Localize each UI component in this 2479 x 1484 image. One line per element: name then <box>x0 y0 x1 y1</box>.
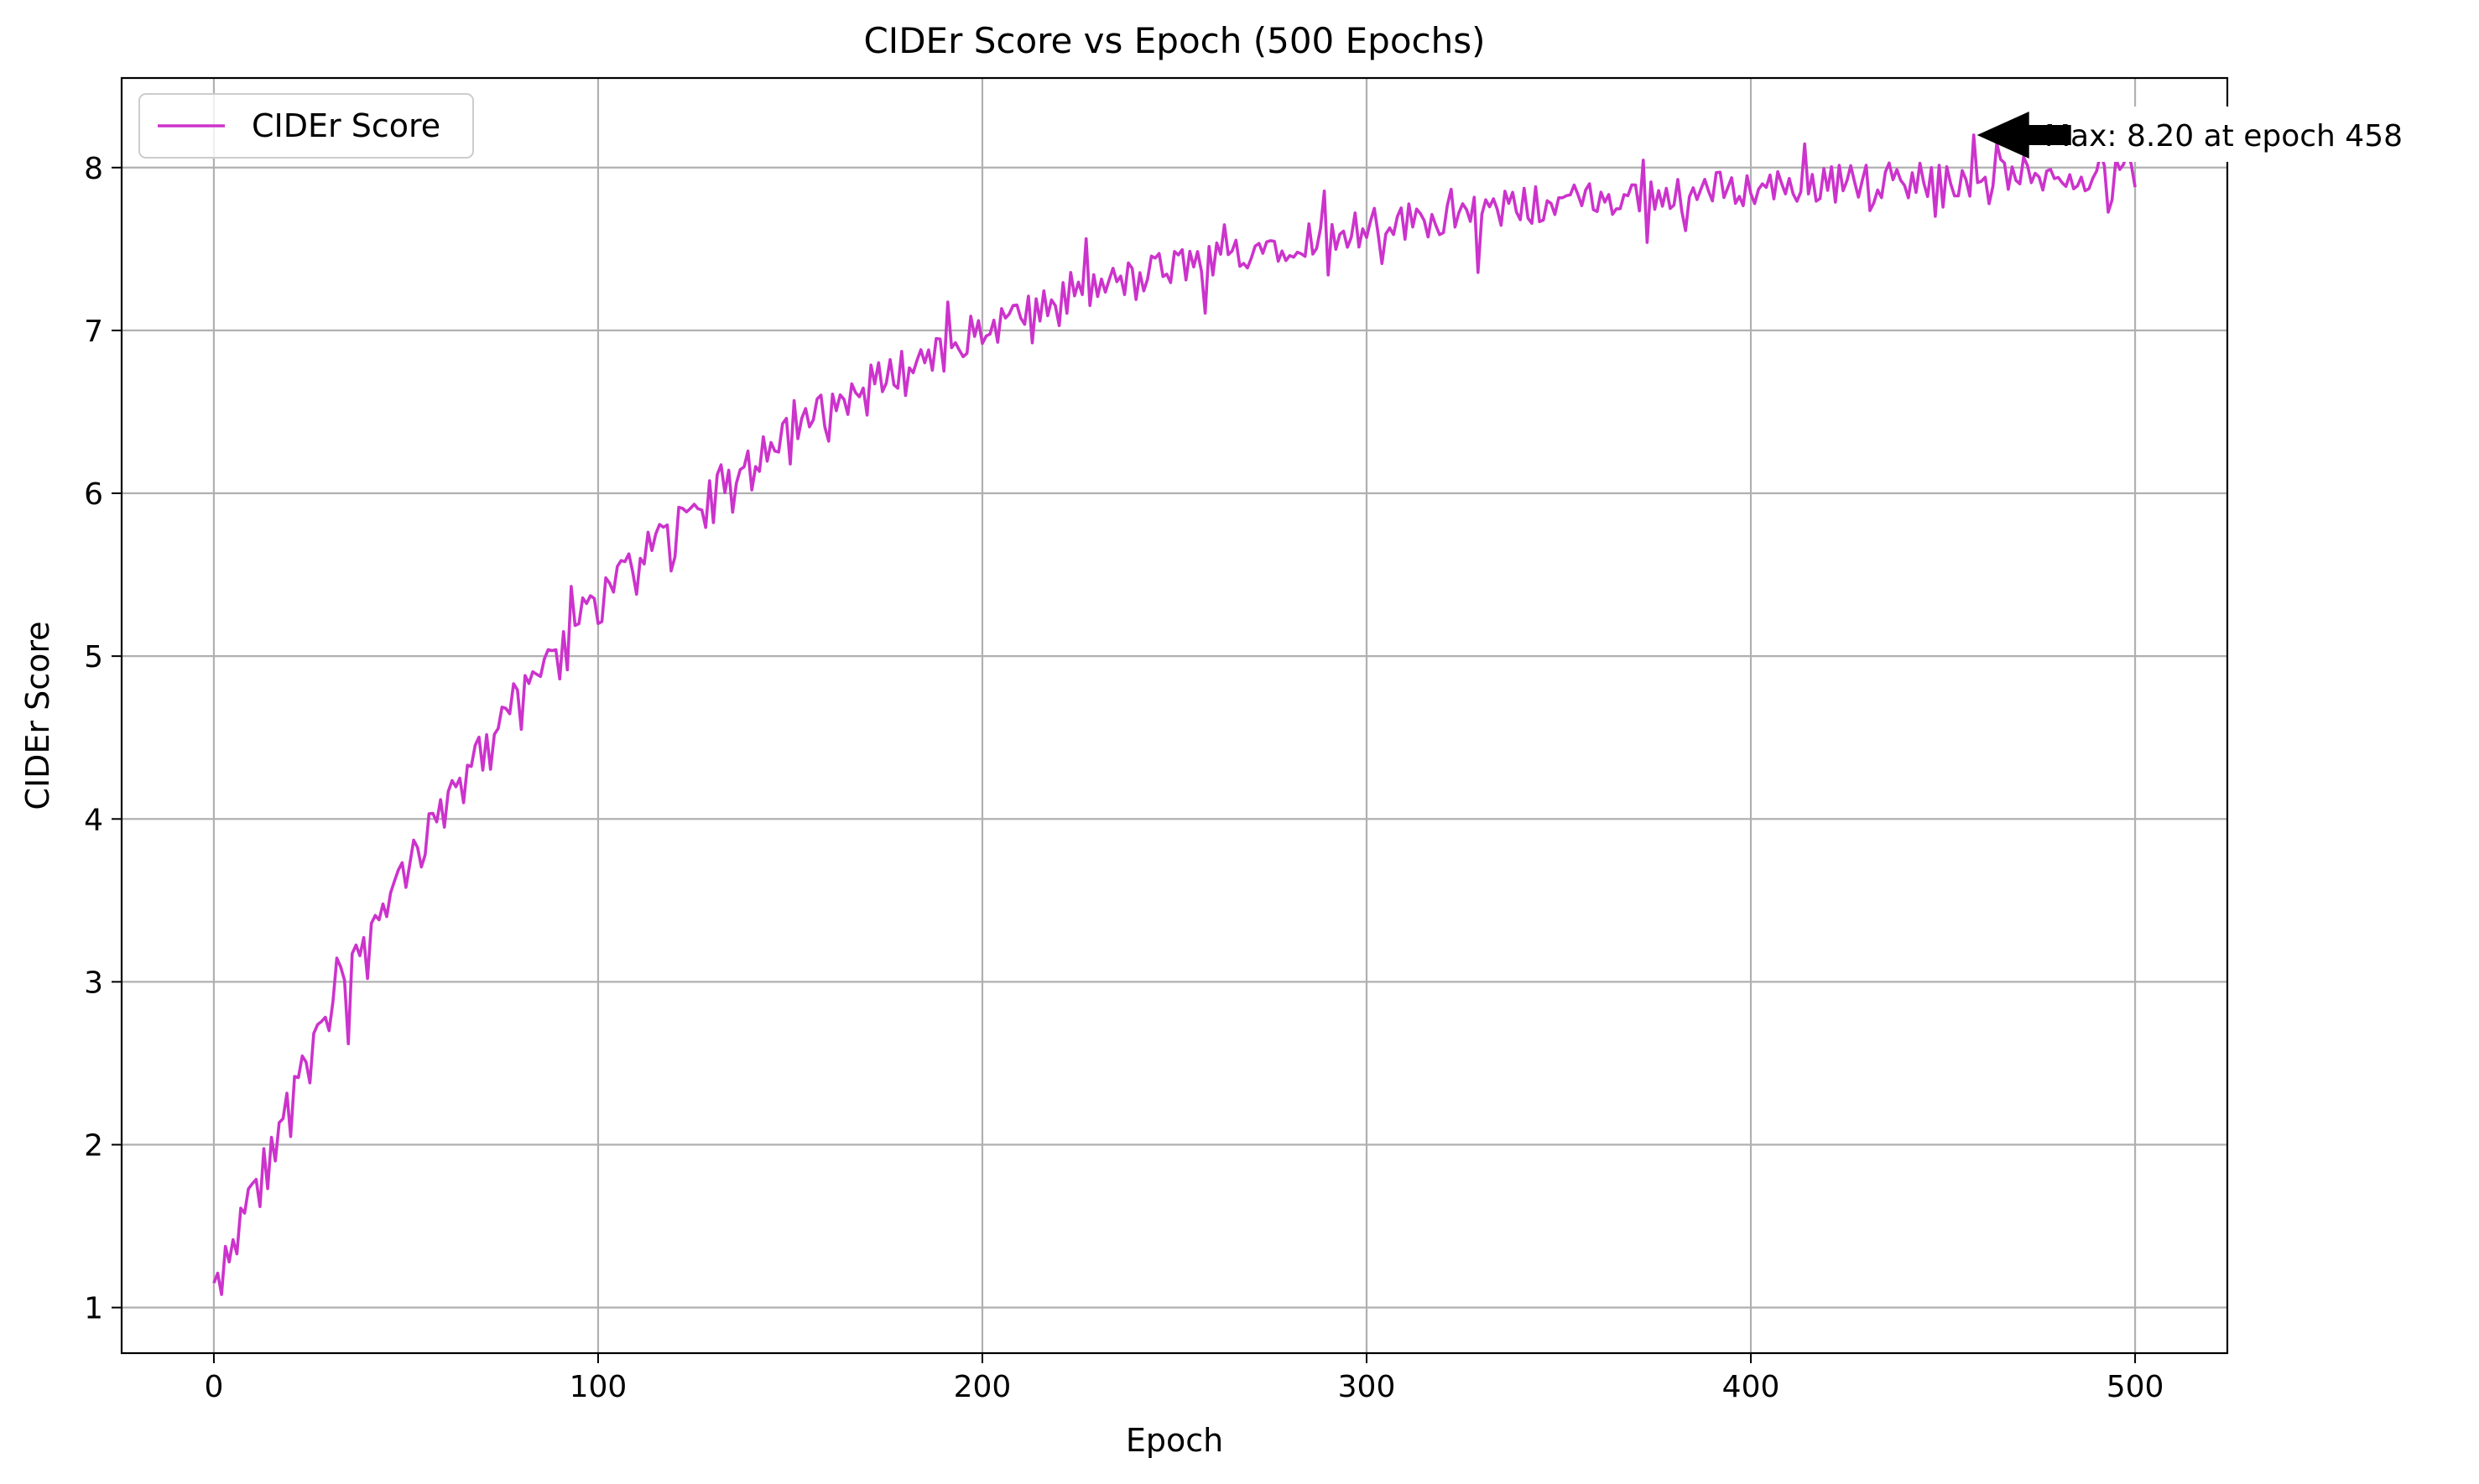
y-axis-label: CIDEr Score <box>19 621 56 810</box>
grid-lines <box>122 78 2227 1353</box>
annotation-arrow <box>1976 111 2071 159</box>
y-tick-label: 3 <box>84 966 103 1000</box>
x-tick-label: 0 <box>204 1370 223 1404</box>
axis-ticks: 0 100 200 300 400 500 1 2 3 4 5 6 7 8 <box>84 152 2164 1404</box>
y-tick-label: 8 <box>84 152 103 186</box>
y-tick-label: 2 <box>84 1129 103 1164</box>
plot-background <box>122 78 2227 1353</box>
annotation-box <box>2041 106 2471 162</box>
y-tick-label: 7 <box>84 315 103 349</box>
legend-box <box>138 93 474 159</box>
data-series <box>212 133 2137 1296</box>
x-tick-label: 500 <box>2107 1370 2164 1404</box>
chart-title: CIDEr Score vs Epoch (500 Epochs) <box>863 20 1485 61</box>
x-tick-label: 100 <box>570 1370 628 1404</box>
plot-frame <box>120 76 2229 1355</box>
y-tick-label: 5 <box>84 640 103 674</box>
x-axis-label: Epoch <box>1126 1422 1223 1459</box>
legend-label: CIDEr Score <box>252 107 440 144</box>
annotation: Max: 8.20 at epoch 458 <box>1976 106 2471 162</box>
x-tick-label: 200 <box>954 1370 1012 1404</box>
cider-score-line <box>212 133 2137 1296</box>
y-tick-label: 1 <box>84 1292 103 1326</box>
x-tick-label: 300 <box>1338 1370 1396 1404</box>
annotation-text: Max: 8.20 at epoch 458 <box>2044 119 2403 154</box>
x-tick-label: 400 <box>1722 1370 1780 1404</box>
y-tick-label: 6 <box>84 477 103 512</box>
y-tick-label: 4 <box>84 803 103 837</box>
legend: CIDEr Score <box>138 93 474 159</box>
